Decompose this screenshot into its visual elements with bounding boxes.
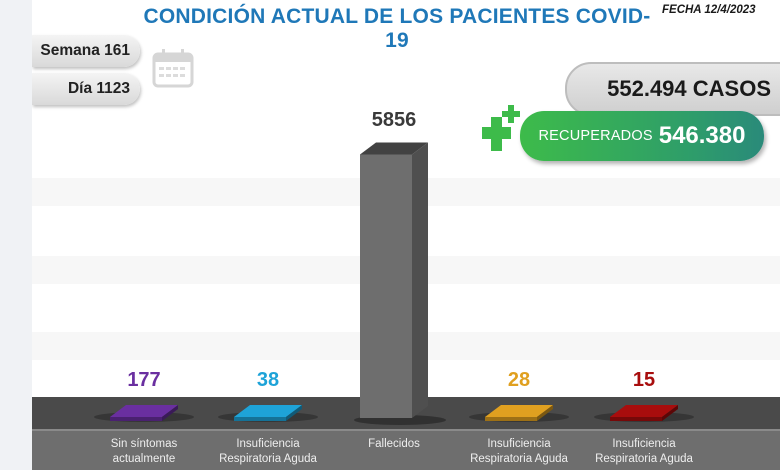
bar-1: [234, 405, 302, 417]
category-line: actualmente: [112, 453, 176, 465]
category-line: Insuficiencia: [487, 438, 551, 450]
bar-side-3: [537, 405, 553, 421]
category-label-1: Insuficiencia Respiratoria Aguda: [198, 437, 338, 467]
bar-front-4: [610, 417, 662, 421]
bar-chart: [94, 142, 694, 425]
bar-side-1: [286, 405, 302, 421]
page-title: CONDICIÓN ACTUAL DE LOS PACIENTES COVID-…: [143, 5, 651, 52]
day-badge: Día 1123: [32, 73, 140, 105]
category-line: Fallecidos: [368, 438, 420, 450]
bar-side-4: [662, 405, 678, 421]
recovered-value: 546.380: [658, 122, 746, 149]
category-line: Respiratoria Aguda: [595, 453, 693, 465]
category-band: [32, 431, 780, 470]
bar-side-0: [162, 405, 178, 421]
category-label-0: Sin síntomas actualmente: [74, 437, 214, 467]
category-line: Insuficiencia: [236, 438, 300, 450]
bar-4: [610, 405, 678, 417]
week-badge: Semana 161: [32, 35, 140, 67]
category-line: Respiratoria Aguda: [470, 453, 568, 465]
value-label-0: 177: [127, 369, 161, 391]
calendar-icon: [152, 49, 194, 88]
bar-front-0: [110, 417, 162, 421]
category-label-4: Insuficiencia Respiratoria Aguda: [574, 437, 714, 467]
value-label-4: 15: [632, 369, 656, 391]
bar-front-1: [234, 417, 286, 421]
bar-side-2: [412, 142, 428, 419]
value-label-3: 28: [507, 369, 531, 391]
plus-icon: [482, 105, 520, 151]
recovered-label: RECUPERADOS: [538, 128, 653, 144]
category-line: Insuficiencia: [612, 438, 676, 450]
bar-top-2: [360, 142, 428, 155]
chart-floor-edge: [32, 429, 780, 431]
value-label-1: 38: [256, 369, 280, 391]
category-line: Sin síntomas: [110, 438, 178, 450]
date-label: FECHA 12/4/2023: [662, 4, 756, 16]
infographic-panel: CONDICIÓN ACTUAL DE LOS PACIENTES COVID-…: [32, 0, 780, 470]
total-cases-badge: 552.494 CASOS: [565, 62, 780, 116]
category-label-2: Fallecidos: [324, 437, 464, 452]
bar-3: [485, 405, 553, 417]
recovered-badge: RECUPERADOS 546.380: [520, 111, 764, 161]
category-label-3: Insuficiencia Respiratoria Aguda: [449, 437, 589, 467]
category-line: Respiratoria Aguda: [219, 453, 317, 465]
value-label-2: 5856: [371, 109, 417, 132]
bar-front-3: [485, 417, 537, 421]
bar-2: [360, 154, 412, 419]
bar-0: [110, 405, 178, 417]
